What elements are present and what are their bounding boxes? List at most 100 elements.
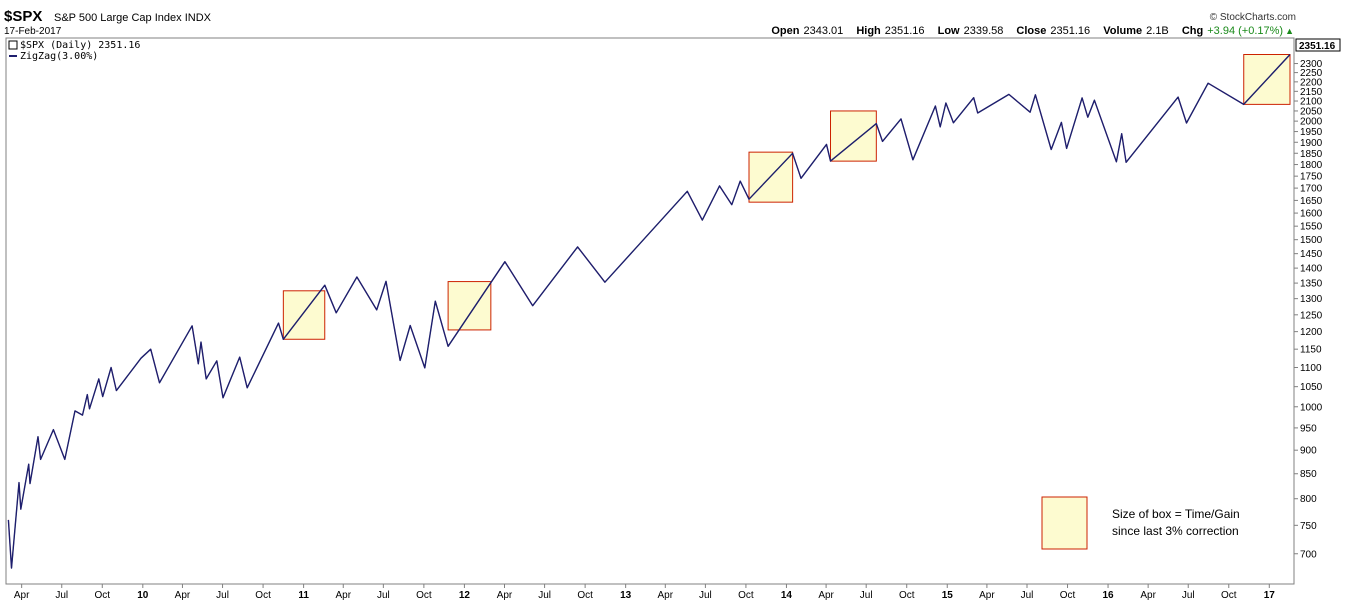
x-tick-label: Apr xyxy=(979,590,995,601)
chg-label: Chg xyxy=(1181,25,1204,37)
y-tick-label: 2050 xyxy=(1300,106,1323,117)
high-label: High xyxy=(856,25,881,37)
x-tick-label: Oct xyxy=(416,590,432,601)
correction-box xyxy=(447,281,492,331)
x-tick-label: Oct xyxy=(899,590,915,601)
x-tick-label: Jul xyxy=(1182,590,1195,601)
y-tick-label: 2250 xyxy=(1300,68,1323,79)
close-value: 2351.16 xyxy=(1050,25,1091,37)
x-tick-label: 12 xyxy=(459,590,471,601)
y-tick-label: 1700 xyxy=(1300,184,1323,195)
x-tick-label: Jul xyxy=(860,590,873,601)
index-full-name: S&P 500 Large Cap Index xyxy=(54,12,182,24)
exchange-label: INDX xyxy=(184,12,211,24)
x-tick-label: Oct xyxy=(1221,590,1237,601)
chart-date: 17-Feb-2017 xyxy=(4,26,62,37)
x-tick-label: 14 xyxy=(781,590,793,601)
legend-box xyxy=(1041,496,1088,550)
y-tick-label: 1250 xyxy=(1300,310,1323,321)
y-tick-label: 1900 xyxy=(1300,138,1323,149)
x-tick-label: Apr xyxy=(175,590,191,601)
plot-area xyxy=(5,37,1295,585)
y-tick-label: 1750 xyxy=(1300,172,1323,183)
y-tick-label: 1200 xyxy=(1300,327,1323,338)
x-tick-label: Oct xyxy=(738,590,754,601)
y-tick-label: 1600 xyxy=(1300,209,1323,220)
x-tick-label: 16 xyxy=(1102,590,1114,601)
x-tick-label: 17 xyxy=(1264,590,1276,601)
last-value-tag: 2351.16 xyxy=(1295,38,1341,52)
y-tick-label: 800 xyxy=(1300,494,1317,505)
y-tick-label: 1950 xyxy=(1300,127,1323,138)
y-tick-label: 1300 xyxy=(1300,294,1323,305)
x-tick-label: Jul xyxy=(699,590,712,601)
y-tick-label: 1650 xyxy=(1300,196,1323,207)
quote-bar: Open 2343.01 High 2351.16 Low 2339.58 Close… xyxy=(761,25,1294,37)
close-label: Close xyxy=(1016,25,1047,37)
up-arrow-icon: ▲ xyxy=(1285,26,1294,36)
x-tick-label: Apr xyxy=(497,590,513,601)
annotation-line1: Size of box = Time/Gain xyxy=(1112,507,1240,521)
open-label: Open xyxy=(771,25,800,37)
y-tick-label: 2300 xyxy=(1300,59,1323,70)
x-tick-label: Jul xyxy=(538,590,551,601)
x-tick-label: Jul xyxy=(377,590,390,601)
x-tick-label: 15 xyxy=(942,590,954,601)
legend-zigzag: ZigZag(3.00%) xyxy=(20,51,98,62)
y-tick-label: 1150 xyxy=(1300,345,1322,356)
y-tick-label: 2150 xyxy=(1300,87,1323,98)
y-tick-label: 850 xyxy=(1300,469,1317,480)
copyright-notice: © StockCharts.com xyxy=(1209,12,1296,23)
last-value-text: 2351.16 xyxy=(1299,41,1336,52)
last-value-box xyxy=(1295,38,1341,52)
x-tick-label: Oct xyxy=(255,590,271,601)
volume-label: Volume xyxy=(1103,25,1143,37)
y-tick-label: 1500 xyxy=(1300,235,1323,246)
y-tick-label: 700 xyxy=(1300,549,1317,560)
x-tick-label: Apr xyxy=(658,590,674,601)
x-tick-label: Oct xyxy=(94,590,110,601)
y-tick-label: 1850 xyxy=(1300,149,1323,160)
x-tick-label: 11 xyxy=(298,590,309,601)
y-tick-label: 1450 xyxy=(1300,249,1323,260)
legend-price: $SPX (Daily) 2351.16 xyxy=(20,40,140,51)
zigzag-series xyxy=(7,54,1291,569)
y-tick-label: 900 xyxy=(1300,446,1317,457)
x-tick-label: Oct xyxy=(1060,590,1076,601)
x-tick-label: Apr xyxy=(1140,590,1156,601)
x-tick-label: 13 xyxy=(620,590,632,601)
correction-boxes xyxy=(282,54,1291,340)
x-tick-label: Apr xyxy=(335,590,351,601)
x-tick-label: Jul xyxy=(1021,590,1034,601)
high-value: 2351.16 xyxy=(884,25,925,37)
correction-box xyxy=(830,110,877,162)
x-tick-label: Jul xyxy=(55,590,68,601)
y-tick-label: 950 xyxy=(1300,423,1317,434)
y-tick-label: 2200 xyxy=(1300,77,1323,88)
low-value: 2339.58 xyxy=(963,25,1004,37)
y-tick-label: 1550 xyxy=(1300,222,1323,233)
x-tick-label: 10 xyxy=(137,590,149,601)
x-tick-label: Oct xyxy=(577,590,593,601)
zigzag-line xyxy=(7,54,1291,569)
annotation-line2: since last 3% correction xyxy=(1112,524,1239,538)
ticker-symbol: $SPX xyxy=(4,8,43,25)
index-name: S&P 500 Large Cap Index INDX xyxy=(54,12,211,24)
y-tick-label: 1800 xyxy=(1300,160,1323,171)
y-tick-label: 750 xyxy=(1300,521,1317,532)
volume-value: 2.1B xyxy=(1146,25,1169,37)
y-tick-label: 2100 xyxy=(1300,97,1323,108)
open-value: 2343.01 xyxy=(803,25,844,37)
low-label: Low xyxy=(937,25,960,37)
x-tick-label: Apr xyxy=(818,590,834,601)
y-tick-label: 2000 xyxy=(1300,117,1323,128)
chart-icon xyxy=(8,40,18,50)
y-tick-label: 1000 xyxy=(1300,402,1323,413)
legend: $SPX (Daily) 2351.16 ZigZag(3.00%) xyxy=(8,40,140,62)
y-tick-label: 1100 xyxy=(1300,363,1322,374)
annotation: Size of box = Time/Gain since last 3% co… xyxy=(1041,496,1240,550)
x-tick-label: Apr xyxy=(14,590,30,601)
x-axis: Apr Jul Oct 10 Apr Jul Oct 11 Apr Jul Oct 12 Apr Jul O… xyxy=(14,584,1275,601)
y-tick-label: 1050 xyxy=(1300,382,1323,393)
